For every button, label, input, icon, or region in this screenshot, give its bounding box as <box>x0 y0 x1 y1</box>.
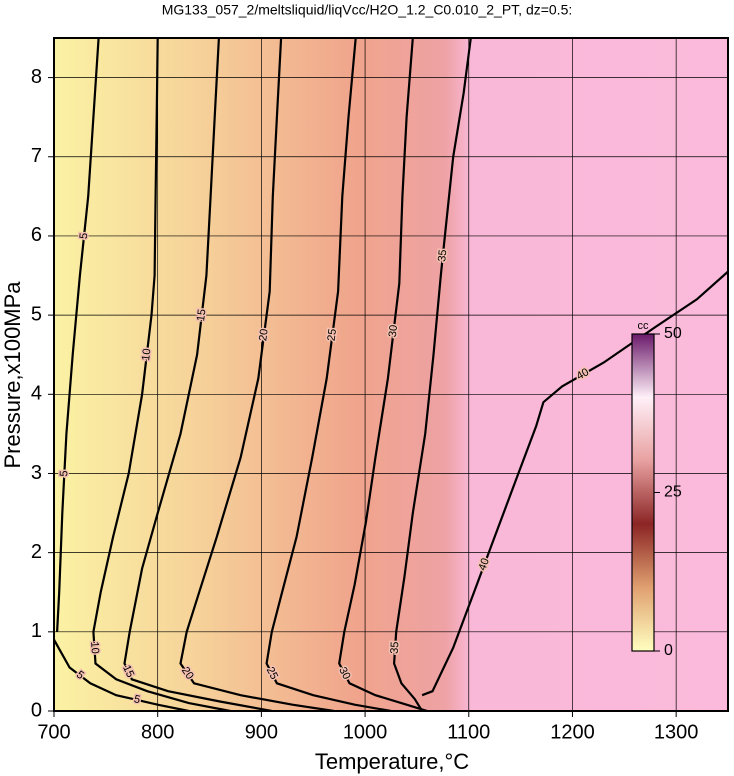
contour-label: 15 <box>195 308 208 322</box>
y-tick-label: 7 <box>31 145 42 167</box>
y-tick-label: 0 <box>31 699 42 721</box>
contour-label: 35 <box>389 641 402 654</box>
contour-label: 40 <box>476 557 492 573</box>
chart-title: MG133_057_2/meltsliquid/liqVcc/H2O_1.2_C… <box>162 2 573 18</box>
colorbar-fill <box>631 333 655 652</box>
contour-line <box>421 270 728 697</box>
x-tick-label: 1100 <box>447 721 490 743</box>
x-axis-label: Temperature,°C <box>315 749 469 774</box>
colorbar-tick-label: 50 <box>664 325 682 342</box>
contour-line <box>338 38 428 711</box>
y-tick-label: 5 <box>31 303 42 325</box>
y-tick-label: 4 <box>31 383 42 405</box>
contour-label: 20 <box>257 328 270 342</box>
x-tick-label: 700 <box>37 721 70 743</box>
contour-label: 10 <box>140 348 153 362</box>
contour-label: 25 <box>326 328 339 342</box>
contour-line <box>54 38 190 711</box>
x-tick-label: 1000 <box>343 721 388 743</box>
plot-background <box>54 38 728 711</box>
x-tick-label: 800 <box>141 721 174 743</box>
y-tick-label: 1 <box>31 620 42 642</box>
y-tick-label: 8 <box>31 66 42 88</box>
grid <box>53 38 728 712</box>
y-tick-label: 2 <box>31 541 42 563</box>
colorbar-label: cc <box>638 320 650 332</box>
colorbar-tick-label: 25 <box>664 484 682 501</box>
x-tick-label: 900 <box>245 721 278 743</box>
contour-line <box>123 38 272 711</box>
contour-label: 10 <box>88 641 101 654</box>
contour-label: 5 <box>78 232 91 239</box>
colorbar: 0 25 50 cc <box>631 320 682 659</box>
x-tick-label: 1200 <box>550 721 595 743</box>
contour-label: 5 <box>58 470 70 477</box>
y-axis-label: Pressure,x100MPa <box>0 281 25 469</box>
plot-frame <box>53 37 729 712</box>
contour-label: 35 <box>436 249 449 262</box>
colorbar-tick-label: 0 <box>664 642 673 659</box>
contour-label: 30 <box>387 324 400 338</box>
y-tick-label: 3 <box>31 462 42 484</box>
contour-line <box>92 38 231 711</box>
x-tick-label: 1300 <box>654 721 699 743</box>
y-tick-label: 6 <box>31 224 42 246</box>
contour-line <box>265 38 392 711</box>
contour-label: 5 <box>133 693 142 706</box>
contour-line <box>392 38 472 711</box>
contour-line <box>179 38 335 711</box>
